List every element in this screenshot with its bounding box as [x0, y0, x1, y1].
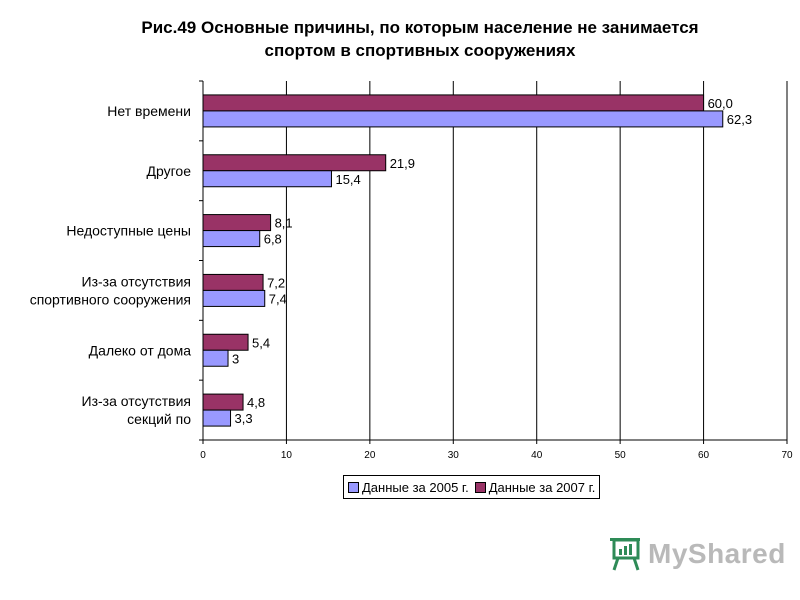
bar-2005-2 [202, 230, 261, 248]
x-tick-label-7: 70 [781, 450, 793, 461]
watermark-text: MyShared [648, 538, 786, 569]
category-label-3-0: Из-за отсутствия [82, 273, 191, 289]
category-label-5-1: секций по [127, 411, 191, 427]
plot-area [203, 81, 787, 440]
bar-2007-5 [202, 393, 244, 411]
legend-label-2005: Данные за 2005 г. [362, 479, 469, 495]
legend-swatch-2005 [348, 481, 359, 493]
bar-2007-3 [202, 273, 264, 291]
category-label-1-0: Другое [147, 163, 192, 179]
data-label-2005-4: 3 [232, 351, 239, 366]
bar-2005-4 [202, 349, 229, 367]
legend-swatch-2007 [474, 481, 486, 493]
chart-title-line-1: Рис.49 Основные причины, по которым насе… [141, 18, 699, 37]
chart-title-line-2: спортом в спортивных сооружениях [264, 41, 576, 60]
bar-2007-4 [202, 333, 249, 351]
category-label-3-1: спортивного сооружения [30, 291, 191, 307]
legend-item-2005: Данные за 2005 г. [348, 480, 469, 495]
x-tick-label-3: 30 [448, 450, 460, 461]
data-label-2007-5: 4,8 [247, 395, 265, 410]
data-label-2005-3: 7,4 [269, 291, 287, 306]
chart-legend: Данные за 2005 г. Данные за 2007 г. [343, 475, 601, 499]
bar-2005-1 [202, 170, 332, 188]
bar-2007-0 [202, 94, 705, 112]
data-label-2007-0: 60,0 [708, 96, 733, 111]
data-label-2007-3: 7,2 [267, 275, 285, 290]
x-tick-label-4: 40 [531, 450, 543, 461]
legend-label-2007: Данные за 2007 г. [488, 479, 596, 495]
legend-item-2007: Данные за 2007 г. [474, 479, 596, 495]
data-label-2005-2: 6,8 [264, 232, 282, 247]
x-tick-label-6: 60 [698, 450, 710, 461]
bar-2007-2 [202, 214, 272, 232]
data-label-2005-1: 15,4 [335, 172, 360, 187]
bar-2005-0 [202, 110, 724, 128]
data-label-2005-0: 62,3 [727, 112, 752, 127]
category-label-5-0: Из-за отсутствия [82, 393, 191, 409]
x-tick-label-5: 50 [615, 450, 627, 461]
x-tick-label-2: 20 [364, 450, 376, 461]
data-label-2005-5: 3,3 [235, 411, 253, 426]
data-label-2007-2: 8,1 [275, 216, 293, 231]
data-label-2007-1: 21,9 [390, 156, 415, 171]
x-tick-label-1: 10 [281, 450, 293, 461]
category-label-4-0: Далеко от дома [89, 342, 192, 358]
bar-2005-3 [202, 289, 266, 307]
presentation-board-icon [610, 538, 640, 571]
watermark: MyShared [608, 534, 786, 574]
data-label-2007-4: 5,4 [252, 335, 270, 350]
category-label-0-0: Нет времени [107, 103, 191, 119]
category-label-2-0: Недоступные цены [66, 223, 191, 239]
chart-title: Рис.49 Основные причины, по которым насе… [60, 16, 780, 62]
bar-2005-5 [202, 409, 232, 427]
bar-2007-1 [202, 154, 387, 172]
x-tick-label-0: 0 [200, 450, 206, 461]
